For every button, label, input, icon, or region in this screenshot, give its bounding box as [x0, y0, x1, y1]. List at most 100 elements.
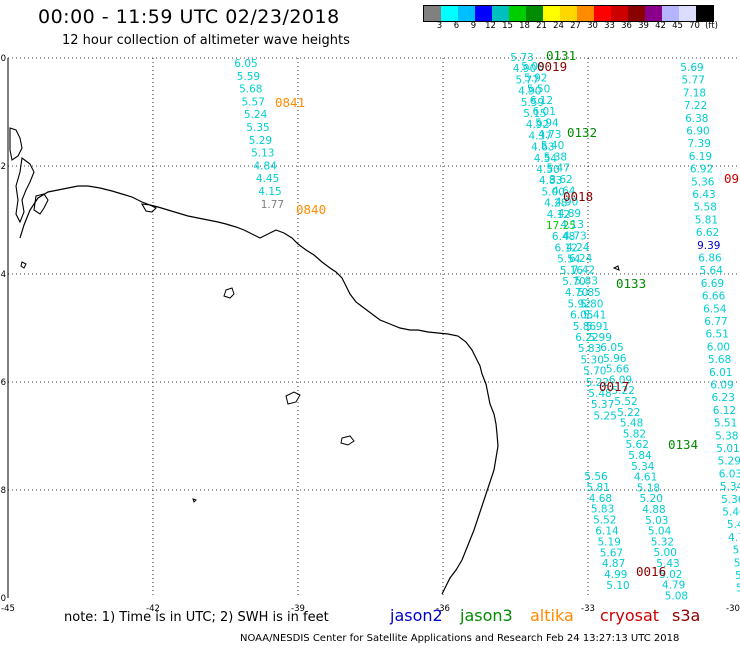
footnote: note: 1) Time is in UTC; 2) SWH is in fe…: [64, 610, 329, 625]
island-tiny-1: [192, 498, 197, 503]
graticule: [8, 57, 738, 598]
wave-height-value: 5.15: [523, 108, 546, 120]
wave-height-value: 5.92: [568, 298, 591, 310]
lon-tick-label: -42: [146, 604, 160, 614]
colorbar-swatch: [458, 6, 475, 21]
wave-height-value: 5.08: [665, 590, 688, 602]
wave-height-value: 6.09: [710, 380, 733, 392]
wave-height-value: 5.13: [251, 148, 274, 160]
colorbar-label: 30: [587, 21, 598, 31]
wave-height-value: 5.59: [521, 97, 544, 109]
colorbar-swatch: [662, 6, 679, 21]
wave-height-value: 9.39: [697, 240, 720, 252]
wave-height-value: 4.63: [531, 142, 554, 154]
island-amazon-mouth: [15, 157, 35, 224]
wave-height-value: 5.58: [694, 202, 717, 214]
wave-height-value: 4.7: [728, 532, 740, 544]
wave-height-value: 5.16: [560, 265, 584, 277]
wave-height-value: 5.22: [617, 407, 640, 419]
pass-time-label: 0132: [567, 125, 597, 140]
wave-height-value: 5.70: [583, 366, 606, 378]
wave-height-value: 5.67: [600, 547, 623, 559]
wave-height-value: 5.52: [614, 396, 637, 408]
wave-height-value: 5.73: [510, 52, 533, 64]
wave-height-value: 5.18: [637, 482, 660, 494]
wave-height-value: 5.38: [544, 151, 567, 163]
pass-time-label: 0133: [616, 276, 646, 291]
lon-tick-label: -45: [1, 604, 15, 614]
wave-height-value: 5.20: [640, 493, 663, 505]
wave-height-value: 5.36: [691, 176, 715, 188]
wave-height-value: 5.82: [623, 428, 646, 440]
wave-height-value: 4.90: [513, 63, 536, 75]
wave-height-value: 4.90: [518, 86, 541, 98]
wave-height-value: 5.66: [606, 364, 630, 376]
colorbar-label: 18: [519, 21, 530, 31]
wave-height-value: 6.12: [555, 242, 578, 254]
wave-height-value: 5.38: [715, 430, 738, 442]
wave-height-value: 4.61: [634, 472, 657, 484]
wave-height-value: 5.48: [620, 418, 643, 430]
wave-height-value: 7.22: [684, 100, 707, 112]
wave-height-value: 6.77: [704, 316, 727, 328]
wave-height-value: 5.: [735, 570, 740, 582]
wave-height-value: 4.37: [529, 130, 552, 142]
wave-height-value: 5.00: [654, 547, 677, 559]
longitude-tick-labels: -45 -42 -39 -36 -33 -30: [1, 604, 740, 614]
pass-time-label: 0134: [668, 437, 698, 452]
wave-height-value: 6.03: [719, 468, 740, 480]
wave-height-value: 5.30: [581, 354, 604, 366]
wave-height-value: 4.15: [258, 186, 281, 198]
wave-height-value: 7.18: [683, 87, 706, 99]
wave-height-value: 5.36: [721, 494, 740, 506]
wave-height-value: 6.48: [552, 231, 575, 243]
wave-height-value: 5.: [734, 557, 740, 569]
colorbar-label: 36: [621, 21, 632, 31]
wave-height-value: 6.92: [690, 164, 713, 176]
wave-height-value: 6.14: [595, 526, 619, 538]
wave-height-value: 4.73: [538, 129, 561, 141]
wave-height-value: 4.13: [561, 219, 584, 231]
colorbar-swatch: [645, 6, 662, 21]
wave-height-value: 6.05: [570, 310, 593, 322]
wave-height-value: 6.38: [685, 113, 708, 125]
wave-height-value: 6.09: [609, 374, 632, 386]
wave-height-value: 5.22: [612, 385, 635, 397]
colorbar-swatch: [679, 6, 696, 21]
wave-height-value: 5.40: [541, 140, 564, 152]
colorbar-swatch: [526, 6, 543, 21]
wave-height-value: 5.86: [573, 321, 597, 333]
pass-time-label: 0017: [599, 379, 629, 394]
wave-height-value: 4.54: [534, 153, 558, 165]
lon-tick-label: -30: [726, 604, 740, 614]
colorbar-swatch: [475, 6, 492, 21]
wave-height-value: 5.77: [516, 74, 539, 86]
wave-height-value: 5.01: [716, 443, 739, 455]
wave-height-value: 5.96: [603, 353, 627, 365]
wave-height-value: 5.77: [682, 75, 705, 87]
wave-height-value: 6.19: [689, 151, 712, 163]
wave-height-value: 6.43: [692, 189, 715, 201]
wave-height-value: 4.73: [563, 231, 586, 243]
wave-height-value: 4.64: [552, 185, 576, 197]
wave-height-value: 6.22: [575, 332, 598, 344]
wave-height-value: 4.84: [254, 160, 278, 172]
island-offshore: [340, 435, 355, 446]
wave-height-value: 5.41: [583, 310, 606, 322]
wave-height-value: 5.68: [239, 84, 262, 96]
wave-height-value: 5.29: [718, 456, 740, 468]
wave-height-value: 5.: [736, 583, 740, 595]
lat-tick-label: -10: [0, 594, 6, 604]
map-subtitle: 12 hour collection of altimeter wave hei…: [62, 33, 350, 48]
wave-height-value: 5.00: [542, 186, 565, 198]
wave-height-value: 17.25: [546, 220, 576, 232]
colorbar-swatch: [492, 6, 509, 21]
wave-height-value: 4.12: [547, 209, 570, 221]
wave-height-value: 5.10: [606, 580, 629, 592]
wave-height-value: 7.42: [572, 264, 595, 276]
colorbar: [423, 5, 714, 22]
wave-height-value: 5.91: [586, 321, 609, 333]
wave-height-value: 5.43: [656, 558, 679, 570]
wave-height-value: 4.70: [565, 287, 588, 299]
island-marajo: [9, 127, 23, 161]
